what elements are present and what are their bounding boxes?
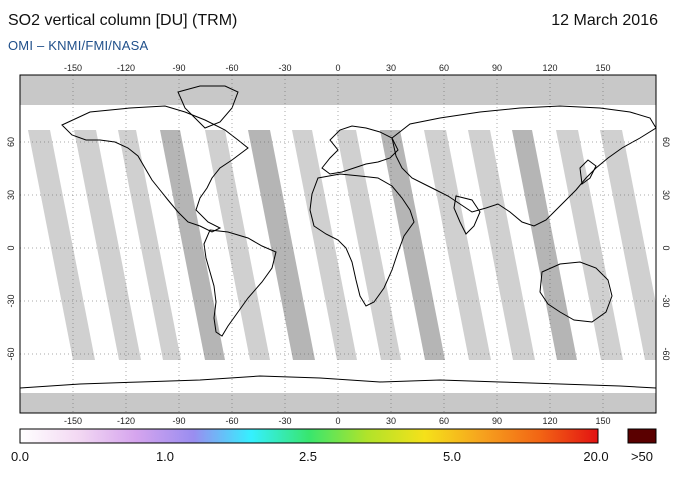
north-america-coast (61, 105, 249, 233)
lon-tick-label: 60 (439, 63, 449, 73)
lat-tick-label: -60 (661, 347, 671, 360)
lon-tick-label: -30 (278, 416, 291, 426)
lat-tick-label: -60 (6, 347, 16, 360)
antarctica-coast (20, 375, 656, 389)
lat-tick-label: 60 (6, 137, 16, 147)
lon-tick-label: -60 (225, 63, 238, 73)
orbit-swath (292, 130, 357, 360)
map-title: SO2 vertical column [DU] (TRM) (8, 12, 238, 29)
lon-tick-label: 90 (492, 416, 502, 426)
lat-ticks-right: 60 30 0 -30 -60 (661, 137, 671, 361)
colorbar-label: 20.0 (583, 449, 608, 464)
lon-tick-label: -60 (225, 416, 238, 426)
south-america-coast (203, 229, 277, 337)
lon-ticks-bottom: -150 -120 -90 -60 -30 0 30 60 90 120 150 (64, 416, 611, 426)
lon-tick-label: -30 (278, 63, 291, 73)
lon-tick-label: 120 (542, 63, 557, 73)
orbit-swath (248, 130, 315, 360)
japan-coast (579, 159, 597, 185)
lon-tick-label: -120 (117, 63, 135, 73)
orbit-swath (512, 130, 577, 360)
greenland-coast (177, 85, 239, 129)
orbit-swath (556, 130, 623, 360)
lon-tick-label: -150 (64, 416, 82, 426)
lat-tick-label: 60 (661, 137, 671, 147)
lon-tick-label: -120 (117, 416, 135, 426)
india-coast (453, 195, 481, 235)
colorbar-label: 0.0 (11, 449, 29, 464)
lon-tick-label: 30 (386, 416, 396, 426)
lon-tick-label: 150 (595, 416, 610, 426)
coastlines (20, 85, 656, 389)
colorbar-label: 1.0 (156, 449, 174, 464)
orbit-swath (74, 130, 141, 360)
graticule (20, 75, 656, 413)
lon-tick-label: 150 (595, 63, 610, 73)
orbit-swath (160, 130, 225, 360)
lat-tick-label: 30 (6, 190, 16, 200)
lat-tick-label: -30 (6, 294, 16, 307)
orbit-swath (205, 130, 270, 360)
lon-tick-label: -90 (172, 416, 185, 426)
orbit-swath (118, 130, 181, 360)
asia-coast (391, 105, 656, 227)
lon-tick-label: 30 (386, 63, 396, 73)
lat-tick-label: 0 (661, 245, 671, 250)
lat-ticks-left: 60 30 0 -30 -60 (6, 137, 16, 361)
orbit-swath (380, 130, 445, 360)
orbit-swath (336, 130, 401, 360)
orbit-swath (28, 130, 95, 360)
colorbar-labels: 0.0 1.0 2.5 5.0 20.0 >50 (11, 449, 653, 464)
lat-tick-label: 30 (661, 190, 671, 200)
lon-tick-label: 60 (439, 416, 449, 426)
map-date: 12 March 2016 (551, 12, 658, 29)
data-credit: OMI – KNMI/FMI/NASA (8, 38, 149, 53)
orbit-swath (424, 130, 491, 360)
lon-ticks-top: -150 -120 -90 -60 -30 0 30 60 90 120 150 (64, 63, 611, 73)
lon-tick-label: 90 (492, 63, 502, 73)
orbit-swaths (28, 130, 656, 360)
colorbar-label: 5.0 (443, 449, 461, 464)
orbit-swath (468, 130, 535, 360)
colorbar-label: 2.5 (299, 449, 317, 464)
lat-tick-label: 0 (6, 245, 16, 250)
colorbar-overflow (627, 428, 657, 444)
colorbar-label: >50 (631, 449, 653, 464)
lon-tick-label: 120 (542, 416, 557, 426)
australia-coast (539, 261, 613, 323)
lon-tick-label: -90 (172, 63, 185, 73)
lon-tick-label: 0 (335, 416, 340, 426)
lon-tick-label: -150 (64, 63, 82, 73)
map-frame (19, 74, 657, 414)
orbit-swath (600, 130, 656, 360)
colorbar (19, 428, 599, 444)
africa-coast (309, 173, 415, 307)
lat-tick-label: -30 (661, 294, 671, 307)
lon-tick-label: 0 (335, 63, 340, 73)
